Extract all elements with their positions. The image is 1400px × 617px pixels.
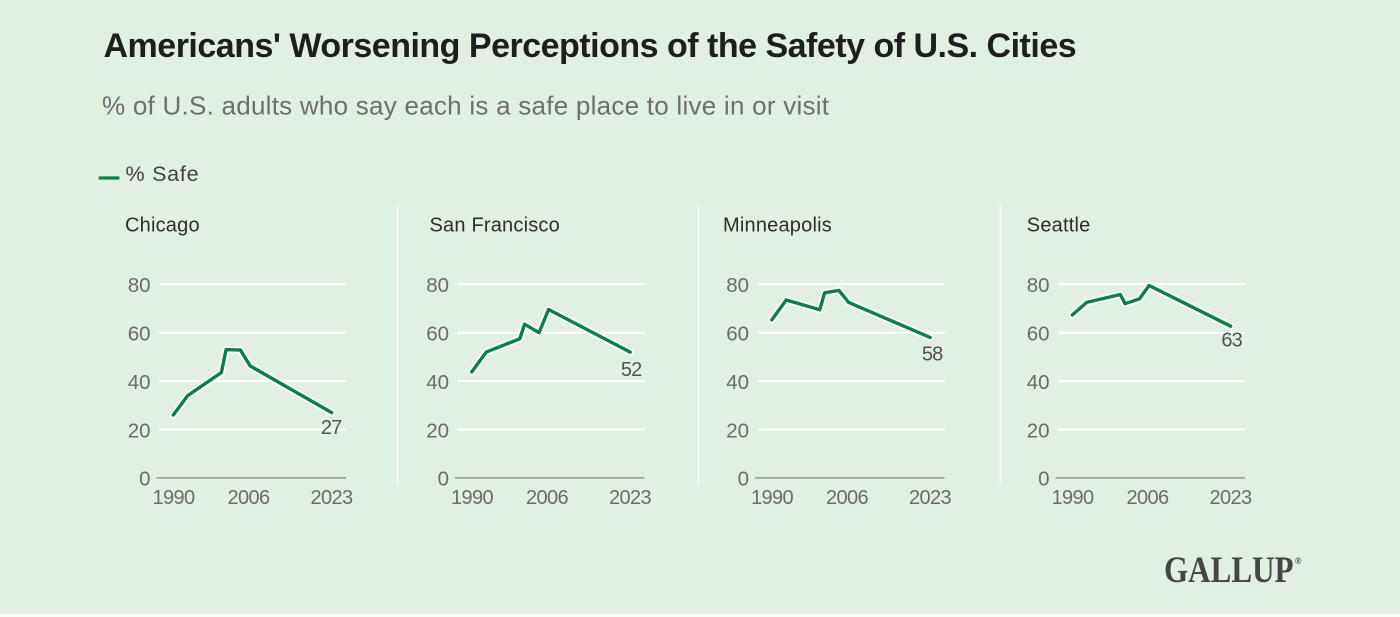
svg-text:80: 80 <box>1027 274 1050 297</box>
svg-text:40: 40 <box>426 371 449 394</box>
svg-text:Americans' Worsening Perceptio: Americans' Worsening Perceptions of the … <box>104 27 1077 65</box>
svg-text:% Safe: % Safe <box>126 162 200 186</box>
svg-text:58: 58 <box>922 343 943 365</box>
svg-text:63: 63 <box>1221 329 1242 351</box>
svg-text:80: 80 <box>426 274 449 297</box>
svg-text:60: 60 <box>726 323 749 346</box>
svg-text:2006: 2006 <box>227 487 270 509</box>
svg-text:0: 0 <box>438 468 449 491</box>
svg-text:2006: 2006 <box>1126 487 1169 509</box>
svg-text:20: 20 <box>426 419 449 442</box>
svg-text:2006: 2006 <box>526 487 569 509</box>
svg-text:20: 20 <box>128 419 151 442</box>
svg-text:Chicago: Chicago <box>125 215 200 237</box>
svg-text:80: 80 <box>726 274 749 297</box>
svg-text:1990: 1990 <box>1051 487 1094 509</box>
svg-text:60: 60 <box>1027 323 1050 346</box>
svg-text:52: 52 <box>621 359 642 381</box>
svg-text:GALLUP: GALLUP <box>1164 550 1294 591</box>
svg-text:2023: 2023 <box>1209 487 1252 509</box>
svg-text:San Francisco: San Francisco <box>430 215 560 237</box>
svg-text:20: 20 <box>1027 419 1050 442</box>
svg-text:2006: 2006 <box>826 487 869 509</box>
svg-text:20: 20 <box>726 419 749 442</box>
svg-text:80: 80 <box>128 274 151 297</box>
svg-text:2023: 2023 <box>609 487 652 509</box>
svg-text:1990: 1990 <box>451 487 494 509</box>
svg-text:0: 0 <box>139 468 150 491</box>
svg-text:60: 60 <box>128 323 151 346</box>
svg-text:40: 40 <box>726 371 749 394</box>
svg-text:40: 40 <box>128 371 151 394</box>
svg-text:Minneapolis: Minneapolis <box>723 215 832 237</box>
svg-text:2023: 2023 <box>310 487 353 509</box>
svg-text:®: ® <box>1295 556 1302 566</box>
svg-text:Seattle: Seattle <box>1027 215 1091 237</box>
svg-text:1990: 1990 <box>751 487 794 509</box>
svg-text:27: 27 <box>321 417 342 439</box>
svg-text:0: 0 <box>738 468 749 491</box>
svg-text:1990: 1990 <box>152 487 195 509</box>
svg-text:% of U.S. adults who say each: % of U.S. adults who say each is a safe … <box>102 90 830 120</box>
svg-text:0: 0 <box>1038 468 1049 491</box>
svg-text:2023: 2023 <box>909 487 952 509</box>
svg-text:40: 40 <box>1027 371 1050 394</box>
svg-text:60: 60 <box>426 323 449 346</box>
